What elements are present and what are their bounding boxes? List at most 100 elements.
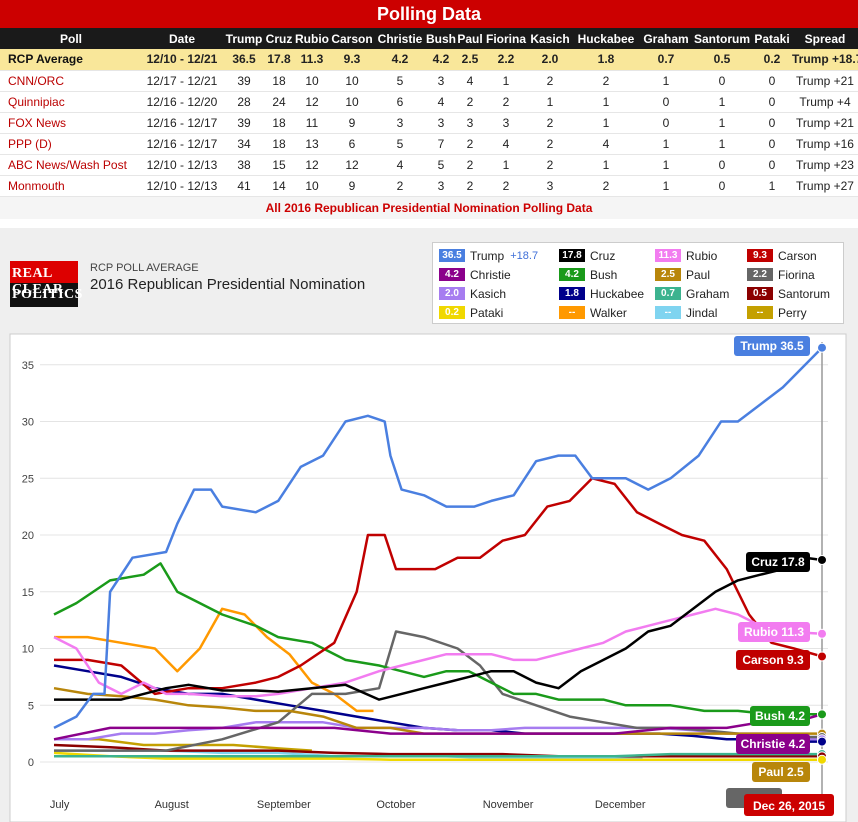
end-label-bush: Bush 4.2 [755, 709, 805, 723]
legend-item-carson[interactable]: 9.3 Carson [747, 248, 817, 264]
end-label-paul: Paul 2.5 [758, 765, 804, 779]
col-header-rubio[interactable]: Rubio [294, 28, 330, 49]
cell-carson: 9 [330, 112, 374, 134]
legend-item-perry[interactable]: -- Perry [747, 305, 807, 321]
col-header-huckabee[interactable]: Huckabee [572, 28, 640, 49]
series-line-graham [54, 752, 822, 758]
legend-item-christie[interactable]: 4.2 Christie [439, 267, 511, 283]
col-header-christie[interactable]: Christie [374, 28, 426, 49]
legend-item-kasich[interactable]: 2.0 Kasich [439, 286, 506, 302]
rcp-average-row: RCP Average 12/10 - 12/21 36.5 17.8 11.3 9.3 4… [0, 49, 858, 71]
cell-santorum: 0 [692, 70, 752, 92]
poll-name[interactable]: Quinnipiac [0, 91, 140, 113]
col-header-bush[interactable]: Bush [426, 28, 456, 49]
cell-bush: 4.2 [426, 49, 456, 71]
poll-name[interactable]: Monmouth [0, 175, 140, 197]
end-point-cruz [817, 554, 827, 565]
cell-trump: 28 [224, 91, 264, 113]
col-header-kasich[interactable]: Kasich [528, 28, 572, 49]
date-label-box [744, 794, 834, 816]
legend-name: Pataki [470, 305, 504, 320]
legend-item-cruz[interactable]: 17.8 Cruz [559, 248, 615, 264]
col-header-poll[interactable]: Poll [0, 28, 140, 49]
poll-row: Quinnipiac 12/16 - 12/20 28 24 12 10 6 4 2 2 1 1 0 1 0… [0, 91, 858, 113]
legend-name: Graham [686, 286, 730, 301]
col-header-graham[interactable]: Graham [640, 28, 692, 49]
col-header-paul[interactable]: Paul [456, 28, 484, 49]
col-header-trump[interactable]: Trump [224, 28, 264, 49]
legend-item-graham[interactable]: 0.7 Graham [655, 286, 729, 302]
legend-name: Rubio [686, 248, 718, 263]
cell-cruz: 18 [264, 112, 294, 134]
table-title: Polling Data [0, 0, 858, 28]
legend-item-fiorina[interactable]: 2.2 Fiorina [747, 267, 815, 283]
series-line-walker [54, 607, 374, 713]
all-polling-data-link[interactable]: All 2016 Republican Presidential Nominat… [0, 196, 858, 219]
cell-date: 12/10 - 12/21 [140, 49, 224, 71]
x-tick-label: October [376, 799, 415, 811]
cell-kasich: 2 [528, 112, 572, 134]
cell-spread: Trump +27 [792, 175, 858, 197]
cell-spread: Trump +4 [792, 91, 858, 113]
poll-row: FOX News 12/16 - 12/17 39 18 11 9 3 3 3 3 2 1 0 1 0 Tru… [0, 112, 858, 134]
col-header-pataki[interactable]: Pataki [752, 28, 792, 49]
cell-carson: 10 [330, 91, 374, 113]
cell-paul: 4 [456, 70, 484, 92]
legend-item-pataki[interactable]: 0.2 Pataki [439, 305, 503, 321]
end-point-bush [817, 709, 827, 720]
cell-carson: 6 [330, 133, 374, 155]
legend-name: Trump [470, 248, 505, 263]
end-point-trump [817, 342, 827, 353]
cell-rubio: 13 [294, 133, 330, 155]
cell-carson: 9.3 [330, 49, 374, 71]
cell-christie: 4.2 [374, 49, 426, 71]
cell-christie: 3 [374, 112, 426, 134]
poll-name[interactable]: ABC News/Wash Post [0, 154, 140, 176]
legend-item-trump[interactable]: 36.5 Trump +18.7 [439, 248, 538, 264]
end-point-huckabee [817, 736, 827, 747]
poll-name[interactable]: PPP (D) [0, 133, 140, 155]
cell-kasich: 2 [528, 133, 572, 155]
end-label-rubio: Rubio 11.3 [744, 625, 804, 639]
legend-spread: +18.7 [510, 249, 539, 262]
legend-item-jindal[interactable]: -- Jindal [655, 305, 717, 321]
col-header-spread[interactable]: Spread [792, 28, 858, 49]
chart-subtitle: RCP POLL AVERAGE [90, 262, 199, 274]
legend-item-santorum[interactable]: 0.5 Santorum [747, 286, 830, 302]
cell-rubio: 12 [294, 154, 330, 176]
y-tick-label: 5 [28, 700, 34, 712]
cell-rubio: 11.3 [294, 49, 330, 71]
legend-item-walker[interactable]: -- Walker [559, 305, 627, 321]
polls-table: Poll Date Trump Cruz Rubio Carson Christie Bush… [0, 28, 858, 197]
legend-name: Kasich [470, 286, 507, 301]
cell-graham: 0.7 [640, 49, 692, 71]
poll-name[interactable]: CNN/ORC [0, 70, 140, 92]
col-header-cruz[interactable]: Cruz [264, 28, 294, 49]
cell-cruz: 18 [264, 70, 294, 92]
y-tick-label: 35 [22, 360, 34, 372]
cell-graham: 1 [640, 70, 692, 92]
legend-value: -- [655, 306, 681, 320]
cell-carson: 10 [330, 70, 374, 92]
series-line-santorum [53, 743, 822, 758]
cell-santorum: 0 [692, 175, 752, 197]
col-header-fiorina[interactable]: Fiorina [484, 28, 528, 49]
legend-item-huckabee[interactable]: 1.8 Huckabee [559, 286, 644, 302]
poll-row: ABC News/Wash Post 12/10 - 12/13 38 15 12 12 4… [0, 154, 858, 176]
legend-item-bush[interactable]: 4.2 Bush [559, 267, 617, 283]
y-tick-label: 15 [22, 587, 34, 599]
end-label-christie: Christie 4.2 [741, 737, 806, 751]
cell-kasich: 3 [528, 175, 572, 197]
legend-name: Walker [590, 305, 627, 320]
cell-cruz: 24 [264, 91, 294, 113]
legend-item-rubio[interactable]: 11.3 Rubio [655, 248, 717, 264]
cell-santorum: 1 [692, 133, 752, 155]
poll-name[interactable]: FOX News [0, 112, 140, 134]
cell-pataki: 0 [752, 70, 792, 92]
col-header-date[interactable]: Date [140, 28, 224, 49]
legend-value: 2.5 [655, 268, 681, 282]
col-header-carson[interactable]: Carson [330, 28, 374, 49]
cell-bush: 3 [426, 112, 456, 134]
legend-item-paul[interactable]: 2.5 Paul [655, 267, 710, 283]
col-header-santorum[interactable]: Santorum [692, 28, 752, 49]
